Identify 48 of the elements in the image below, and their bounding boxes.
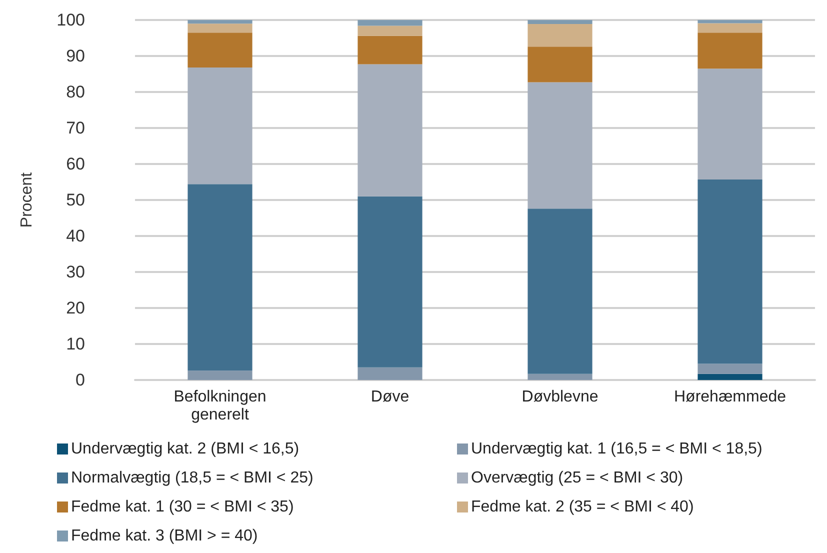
bar <box>698 68 762 180</box>
bar <box>698 23 762 33</box>
y-tick-label: 90 <box>66 46 85 66</box>
bar <box>358 36 422 64</box>
legend-label: Normalvægtig (18,5 = < BMI < 25) <box>71 470 314 486</box>
y-tick-label: 100 <box>56 10 85 30</box>
bar <box>528 24 592 47</box>
bar <box>188 20 252 24</box>
y-axis-title: Procent <box>18 172 36 228</box>
bar <box>188 184 252 371</box>
bar <box>698 32 762 69</box>
bar <box>358 26 422 36</box>
bar <box>358 367 422 380</box>
bar <box>188 24 252 33</box>
bar <box>358 196 422 368</box>
y-tick-label: 0 <box>76 370 85 390</box>
legend-label: Undervægtig kat. 2 (BMI < 16,5) <box>71 440 300 458</box>
bar <box>528 20 592 24</box>
legend-label: Undervægtig kat. 1 (16,5 = < BMI < 18,5) <box>471 440 762 458</box>
legend-label: Fedme kat. 1 (30 = < BMI < 35) <box>71 498 294 516</box>
bar <box>528 46 592 82</box>
bar <box>358 64 422 196</box>
x-tick-label: Døvblevne <box>522 388 598 406</box>
legend-label: Overvægtig (25 = < BMI < 30) <box>471 470 684 486</box>
y-tick-label: 70 <box>66 118 85 138</box>
y-tick-label: 30 <box>66 262 85 282</box>
legend-label: Fedme kat. 3 (BMI > = 40) <box>71 528 258 544</box>
x-tick-label: Døve <box>370 388 410 406</box>
bar <box>698 20 762 24</box>
x-tick-label: Befolkningen generelt <box>174 388 266 424</box>
bar <box>698 364 762 374</box>
bar <box>528 82 592 209</box>
bar <box>358 20 422 26</box>
y-tick-label: 20 <box>66 298 85 318</box>
y-tick-label: 50 <box>66 190 85 210</box>
y-tick-label: 10 <box>66 334 85 354</box>
bar <box>698 179 762 364</box>
bar <box>528 208 592 374</box>
y-tick-label: 60 <box>66 154 85 174</box>
x-tick-label: Hørehæmmede <box>674 388 786 406</box>
y-tick-label: 40 <box>66 226 85 246</box>
y-tick-label: 80 <box>66 82 85 102</box>
bar <box>188 370 252 380</box>
legend-label: Fedme kat. 2 (35 = < BMI < 40) <box>471 498 694 516</box>
bar <box>698 374 762 380</box>
bar <box>188 68 252 184</box>
bar <box>528 374 592 380</box>
bar <box>188 32 252 68</box>
